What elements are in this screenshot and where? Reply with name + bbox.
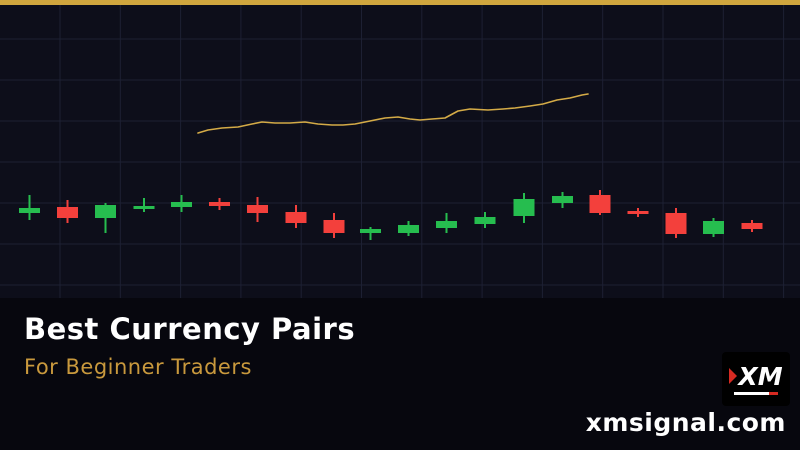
candle-down	[627, 208, 649, 217]
candle-down	[209, 198, 230, 210]
candle-up	[171, 195, 192, 212]
candle-down	[665, 208, 687, 238]
moving-average-line	[197, 93, 589, 134]
candle-down	[323, 213, 345, 238]
candle-up	[436, 213, 457, 233]
candle-down	[589, 190, 611, 215]
logo-text: XM	[738, 361, 783, 391]
top-accent-bar	[0, 0, 800, 5]
xm-logo: XM	[722, 352, 790, 406]
candle-down	[247, 197, 268, 222]
candle-down	[57, 200, 78, 223]
subheadline: For Beginner Traders	[24, 355, 252, 379]
candle-up	[133, 198, 155, 212]
chart-grid	[0, 5, 800, 298]
candle-up	[95, 203, 116, 233]
logo-underline-red-tip	[769, 391, 778, 395]
logo-row: XM	[729, 361, 783, 391]
candle-up	[398, 221, 419, 236]
caption-section: Best Currency Pairs For Beginner Traders…	[0, 298, 800, 450]
logo-arrow-icon	[729, 368, 738, 384]
candle-up	[19, 195, 40, 220]
candle-up	[474, 212, 496, 228]
candle-up	[552, 192, 573, 208]
headline: Best Currency Pairs	[24, 312, 356, 346]
candle-up	[513, 193, 535, 223]
candle-down	[285, 205, 307, 228]
website-url: xmsignal.com	[585, 408, 786, 437]
logo-underline	[734, 391, 778, 395]
candlestick-chart	[0, 5, 800, 298]
candle-up	[360, 227, 381, 240]
candle-up	[703, 218, 724, 237]
candle-down	[741, 220, 763, 232]
candles	[19, 190, 763, 240]
